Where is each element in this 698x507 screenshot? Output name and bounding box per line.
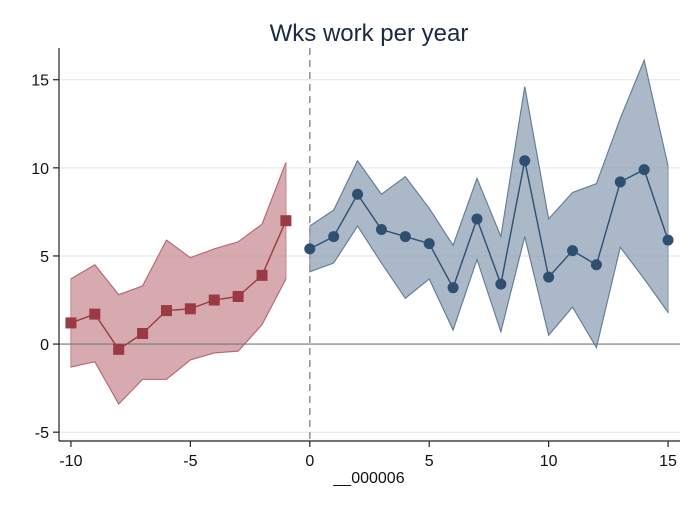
- data-point-circle: [543, 271, 555, 283]
- data-point-circle: [567, 245, 579, 257]
- x-tick-label: 0: [305, 453, 314, 470]
- data-point-circle: [519, 155, 531, 167]
- band-upper-edge-1: [70, 162, 287, 296]
- data-point-square: [65, 317, 77, 329]
- series-line-1: [70, 220, 287, 351]
- x-tick-label: 15: [659, 453, 677, 470]
- x-axis-title: __000006: [332, 470, 404, 487]
- data-point-circle: [471, 213, 483, 225]
- data-point-circle: [352, 188, 364, 200]
- data-point-circle: [638, 164, 650, 176]
- data-point-circle: [375, 224, 387, 236]
- axes: -5 0 5 10 15 -10 -5 0 5 10 15: [31, 48, 680, 470]
- band-lower-edge-1: [70, 278, 287, 405]
- band-upper-edge-2: [309, 58, 669, 247]
- confidence-bands: [70, 58, 669, 405]
- y-tick-label: 10: [31, 161, 49, 178]
- data-point-square: [89, 308, 101, 320]
- x-tick-label: -5: [183, 453, 197, 470]
- data-point-square: [256, 269, 268, 281]
- band-lower-edge-2: [309, 225, 669, 349]
- y-tick-label: -5: [35, 425, 49, 442]
- x-tick-label: 5: [425, 453, 434, 470]
- data-point-square: [208, 294, 220, 306]
- data-point-circle: [614, 176, 626, 188]
- data-point-circle: [447, 282, 459, 294]
- y-tick-label: 0: [40, 337, 49, 354]
- data-point-square: [113, 343, 125, 355]
- y-tick-label: 15: [31, 73, 49, 90]
- data-point-circle: [662, 234, 674, 246]
- data-point-circle: [399, 231, 411, 243]
- y-tick-label: 5: [40, 249, 49, 266]
- confidence-band-2: [309, 58, 669, 350]
- data-point-circle: [328, 231, 340, 243]
- x-tick-label: -10: [59, 453, 82, 470]
- data-point-square: [280, 215, 292, 227]
- series-line-2: [309, 160, 669, 290]
- x-tick-label: 10: [540, 453, 558, 470]
- data-point-circle: [423, 238, 435, 250]
- data-point-circle: [304, 243, 316, 255]
- data-point-circle: [590, 259, 602, 271]
- chart-title: Wks work per year: [270, 20, 469, 47]
- series-lines: [70, 160, 669, 351]
- data-point-square: [184, 303, 196, 315]
- data-point-square: [160, 305, 172, 317]
- data-point-square: [232, 290, 244, 302]
- data-point-square: [137, 327, 149, 339]
- series-markers: [65, 155, 674, 355]
- data-point-circle: [495, 278, 507, 290]
